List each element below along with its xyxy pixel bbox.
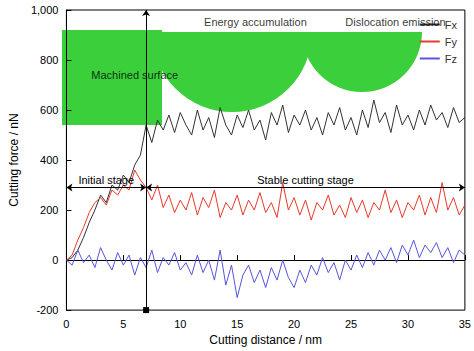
svg-text:-200: -200 — [36, 304, 58, 316]
svg-text:15: 15 — [231, 318, 243, 330]
svg-text:800: 800 — [40, 54, 58, 66]
svg-text:Energy accumulation: Energy accumulation — [204, 16, 307, 28]
svg-text:25: 25 — [345, 318, 357, 330]
svg-text:Machined surface: Machined surface — [91, 69, 178, 81]
svg-text:0: 0 — [63, 318, 69, 330]
svg-text:20: 20 — [288, 318, 300, 330]
svg-text:Fy: Fy — [445, 36, 458, 48]
svg-text:Cutting force / nN: Cutting force / nN — [7, 113, 21, 206]
svg-text:Dislocation emission: Dislocation emission — [345, 16, 445, 28]
svg-text:Initial stage: Initial stage — [78, 174, 134, 186]
svg-text:5: 5 — [120, 318, 126, 330]
svg-text:1,000: 1,000 — [31, 4, 59, 16]
svg-text:600: 600 — [40, 104, 58, 116]
svg-text:30: 30 — [402, 318, 414, 330]
svg-text:200: 200 — [40, 204, 58, 216]
svg-text:Stable cutting stage: Stable cutting stage — [257, 174, 354, 186]
svg-text:Fx: Fx — [445, 19, 458, 31]
svg-text:Fz: Fz — [445, 53, 457, 65]
svg-text:Cutting distance / nm: Cutting distance / nm — [209, 333, 322, 347]
svg-text:10: 10 — [174, 318, 186, 330]
svg-text:35: 35 — [459, 318, 471, 330]
svg-text:400: 400 — [40, 154, 58, 166]
svg-text:0: 0 — [52, 254, 58, 266]
